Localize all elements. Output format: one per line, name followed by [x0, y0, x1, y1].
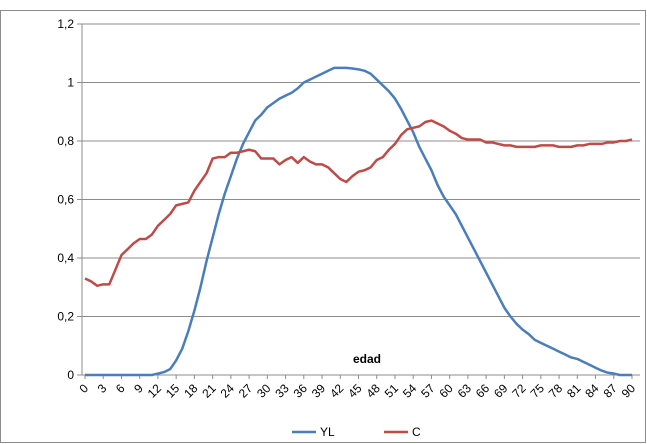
y-tick-label: 0 [67, 368, 74, 382]
y-tick-label: 0,8 [57, 134, 74, 148]
y-tick-label: 1,2 [57, 17, 74, 31]
x-axis-title: edad [353, 352, 381, 366]
chart-frame [0, 10, 646, 443]
legend-label: YL [320, 425, 335, 439]
y-tick-label: 1 [67, 76, 74, 90]
y-tick-label: 0,2 [57, 310, 74, 324]
y-tick-label: 0,6 [57, 193, 74, 207]
series-line [85, 66, 632, 377]
y-tick-label: 0,4 [57, 251, 74, 265]
series-line [84, 119, 633, 288]
legend-label: C [412, 425, 421, 439]
